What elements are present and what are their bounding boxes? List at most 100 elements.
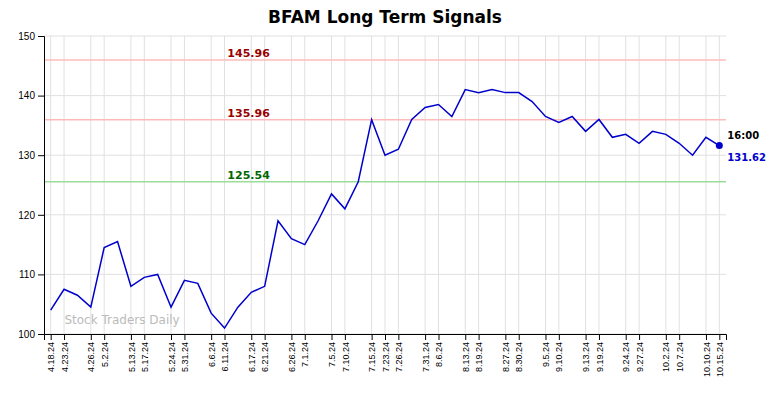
grid-line [665, 36, 666, 334]
x-tick: 7.26.24 [394, 334, 404, 372]
x-tick-label: 9.19.24 [595, 342, 605, 372]
grid-line [130, 36, 131, 334]
grid-line [679, 36, 680, 334]
x-tick: 5.31.24 [180, 334, 190, 372]
x-tick-label: 9.13.24 [581, 342, 591, 372]
x-tick-label: 6.17.24 [247, 342, 257, 372]
reference-label: 135.96 [227, 107, 270, 120]
grid-line [90, 36, 91, 334]
y-tick-label: 120 [18, 210, 35, 221]
grid-line [224, 36, 225, 334]
x-tick: 8.13.24 [461, 334, 471, 372]
x-tick-label: 10.15.24 [715, 342, 725, 377]
x-tick-label: 5.13.24 [127, 342, 137, 372]
y-tick: 110 [19, 269, 44, 280]
grid-line [465, 36, 466, 334]
x-tick-mark [626, 334, 627, 340]
x-tick-mark [211, 334, 212, 340]
grid-line [598, 36, 599, 334]
grid-line [585, 36, 586, 334]
x-tick-label: 6.21.24 [260, 342, 270, 372]
x-tick: 9.24.24 [621, 334, 631, 372]
x-tick-mark [251, 334, 252, 340]
x-tick: 10.7.24 [675, 334, 685, 372]
x-tick: 8.27.24 [501, 334, 511, 372]
x-tick-label: 5.2.24 [100, 342, 110, 367]
x-tick: 5.2.24 [100, 334, 110, 367]
x-tick: 5.17.24 [140, 334, 150, 372]
x-tick: 5.13.24 [127, 334, 137, 372]
x-tick: 7.31.24 [421, 334, 431, 372]
x-tick-mark [305, 334, 306, 340]
x-tick: 9.13.24 [581, 334, 591, 372]
last-point [716, 142, 723, 149]
x-tick: 10.2.24 [661, 334, 671, 372]
x-tick-label: 10.2.24 [661, 342, 671, 372]
grid-line [558, 36, 559, 334]
x-tick-mark [385, 334, 386, 340]
grid-line [211, 36, 212, 334]
reference-label: 125.54 [227, 169, 270, 182]
x-tick-mark [706, 334, 707, 340]
x-tick: 6.11.24 [220, 334, 230, 371]
y-tick: 130 [18, 150, 44, 161]
grid-line [371, 36, 372, 334]
x-tick-label: 5.31.24 [180, 342, 190, 372]
x-tick-label: 7.31.24 [421, 342, 431, 372]
x-axis-line [45, 335, 727, 341]
y-tick-mark [38, 36, 44, 37]
x-tick-label: 4.26.24 [86, 342, 96, 372]
grid-line [50, 36, 51, 334]
y-tick-label: 110 [19, 269, 35, 280]
marks [44, 60, 726, 328]
x-tick: 4.23.24 [60, 334, 70, 372]
grid-line [264, 36, 265, 334]
x-tick: 6.21.24 [260, 334, 270, 372]
grid-line [385, 36, 386, 334]
x-tick: 10.10.24 [702, 334, 712, 377]
x-tick: 7.15.24 [367, 334, 377, 372]
x-tick-label: 8.27.24 [501, 342, 511, 372]
x-tick-mark [265, 334, 266, 340]
grid-line [705, 36, 706, 334]
x-tick-mark [545, 334, 546, 340]
y-tick-label: 150 [18, 31, 35, 42]
y-tick: 120 [18, 210, 44, 221]
y-axis: 100110120130140150 [18, 31, 44, 340]
y-tick-label: 140 [18, 90, 35, 101]
x-tick-label: 9.24.24 [621, 342, 631, 372]
x-tick-mark [438, 334, 439, 340]
grid-line [639, 36, 640, 334]
last-price: 131.62 [727, 152, 766, 163]
x-tick-mark [372, 334, 373, 340]
grid-line [518, 36, 519, 334]
x-tick-label: 5.24.24 [167, 342, 177, 372]
x-tick-label: 9.10.24 [554, 342, 564, 372]
x-tick-label: 7.15.24 [367, 342, 377, 372]
grid-line [344, 36, 345, 334]
grid-line [144, 36, 145, 334]
x-tick-mark [64, 334, 65, 340]
reference-line [44, 181, 726, 183]
x-tick-label: 7.26.24 [394, 342, 404, 372]
x-tick: 9.10.24 [554, 334, 564, 372]
grid-line [171, 36, 172, 334]
x-tick-mark [519, 334, 520, 340]
x-tick-label: 6.6.24 [207, 342, 217, 367]
x-tick-mark [91, 334, 92, 340]
grid-line [184, 36, 185, 334]
x-tick-label: 8.30.24 [514, 342, 524, 372]
reference-label: 145.96 [227, 47, 270, 60]
x-tick-label: 6.26.24 [287, 342, 297, 372]
x-axis: 4.18.244.23.244.26.245.2.245.13.245.17.2… [45, 334, 727, 377]
x-tick-mark [291, 334, 292, 340]
x-tick-mark [184, 334, 185, 340]
plot: 1001101201301401504.18.244.23.244.26.245… [18, 31, 766, 377]
reference-labels: 145.96 135.96 125.54 [227, 47, 270, 182]
x-tick-mark [51, 334, 52, 340]
x-tick-label: 9.5.24 [541, 342, 551, 367]
x-tick-label: 7.10.24 [341, 342, 351, 372]
x-tick: 9.5.24 [541, 334, 551, 367]
chart: 1001101201301401504.18.244.23.244.26.245… [0, 0, 784, 398]
reference-line [44, 59, 726, 61]
